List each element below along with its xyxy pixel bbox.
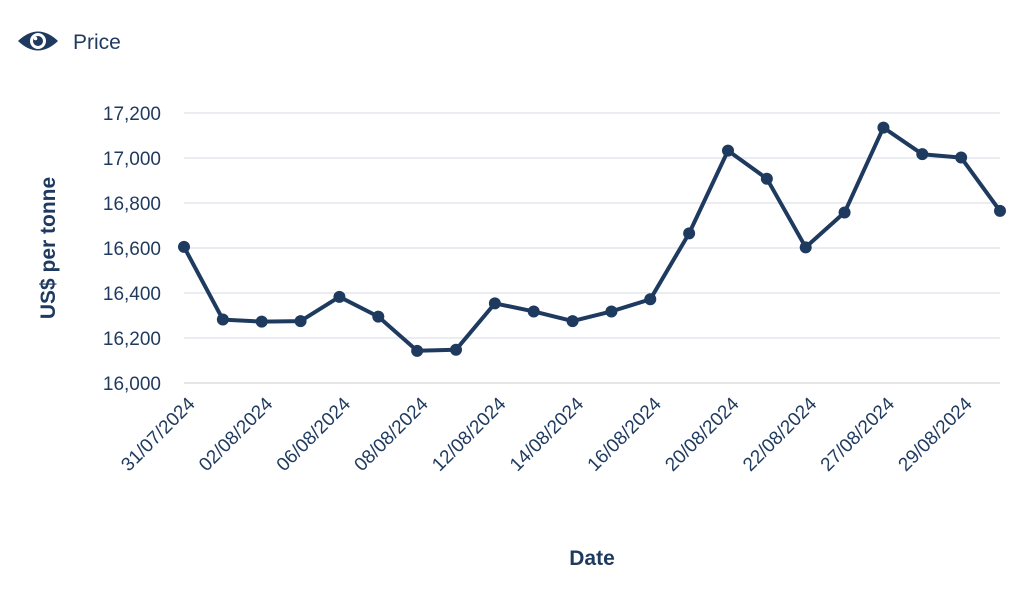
x-axis-title: Date [569, 547, 615, 570]
data-point[interactable] [216, 313, 229, 326]
y-gridlines [184, 112, 1000, 384]
x-tick-label: 12/08/2024 [428, 393, 510, 475]
x-tick-label: 31/07/2024 [117, 393, 199, 475]
data-point[interactable] [877, 121, 890, 134]
data-point[interactable] [994, 204, 1006, 217]
price-series [178, 121, 1006, 357]
x-tick-label: 06/08/2024 [273, 393, 355, 475]
y-tick-label: 16,000 [103, 374, 161, 395]
y-tick-label: 16,600 [103, 239, 161, 260]
legend-label: Price [73, 31, 121, 54]
data-point[interactable] [605, 305, 618, 318]
data-point[interactable] [683, 227, 696, 240]
data-point[interactable] [294, 315, 307, 328]
data-point[interactable] [411, 344, 424, 357]
data-point[interactable] [799, 241, 812, 254]
eye-icon [18, 31, 58, 51]
y-tick-label: 16,200 [103, 329, 161, 350]
data-point[interactable] [644, 293, 657, 306]
x-tick-labels: 31/07/202402/08/202406/08/202408/08/2024… [117, 393, 977, 475]
x-tick-label: 20/08/2024 [661, 393, 743, 475]
data-point[interactable] [722, 144, 734, 157]
y-tick-label: 17,000 [103, 149, 161, 170]
y-axis-title: US$ per tonne [37, 177, 60, 319]
x-tick-label: 02/08/2024 [195, 393, 277, 475]
x-tick-label: 22/08/2024 [739, 393, 821, 475]
data-point[interactable] [527, 305, 540, 318]
data-point[interactable] [916, 148, 929, 161]
data-point[interactable] [450, 343, 462, 356]
y-tick-label: 16,400 [103, 284, 161, 305]
data-point[interactable] [333, 290, 346, 303]
data-point[interactable] [372, 310, 385, 323]
y-tick-label: 17,200 [103, 104, 161, 125]
x-tick-label: 14/08/2024 [506, 393, 588, 475]
y-tick-label: 16,800 [103, 194, 161, 215]
data-point[interactable] [255, 315, 268, 328]
data-point[interactable] [566, 315, 579, 328]
data-point[interactable] [955, 151, 968, 164]
data-point[interactable] [838, 206, 851, 219]
data-point[interactable] [488, 297, 501, 310]
x-tick-label: 29/08/2024 [895, 393, 977, 475]
data-point[interactable] [760, 172, 773, 185]
data-point[interactable] [178, 240, 190, 253]
x-tick-label: 27/08/2024 [817, 393, 899, 475]
price-series-line [182, 125, 1002, 353]
y-tick-labels: 16,000 16,200 16,400 16,600 16,800 17,000 17,2… [103, 104, 161, 395]
x-tick-label: 08/08/2024 [351, 393, 433, 475]
legend[interactable]: Price [18, 31, 121, 54]
x-tick-label: 16/08/2024 [584, 393, 666, 475]
